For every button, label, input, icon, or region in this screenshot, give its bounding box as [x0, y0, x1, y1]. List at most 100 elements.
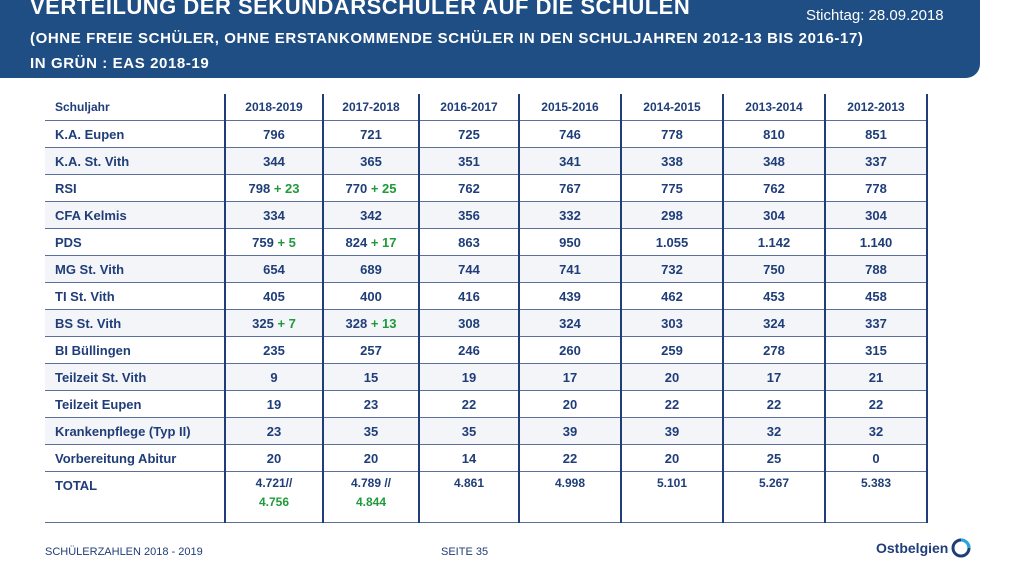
cell-value: 19	[461, 369, 477, 385]
value-cell: 20	[620, 363, 723, 391]
value-cell: 725	[418, 120, 519, 148]
row-label: Krankenpflege (Typ II)	[45, 417, 225, 445]
value-cell: 14	[418, 444, 519, 472]
cell-value: 315	[865, 342, 887, 358]
cell-value: 1.055	[655, 234, 689, 250]
value-cell: 341	[518, 147, 621, 175]
cell-value: 278	[763, 342, 785, 358]
table-row: BI Büllingen 235 257 246 260 259 278 315	[45, 336, 928, 364]
value-cell: 22	[518, 444, 621, 472]
total-row: TOTAL 4.721// 4.756 4.789 // 4.844 4.861 4.998…	[45, 471, 928, 523]
cell-value: 1.140	[859, 234, 893, 250]
total-value-with-eas: 4.844	[355, 495, 387, 509]
value-cell: 325 + 7	[224, 309, 323, 337]
total-value: 4.721//	[255, 476, 293, 490]
cell-value: 23	[363, 396, 379, 412]
cell-value: 416	[458, 288, 480, 304]
row-label: Teilzeit Eupen	[45, 390, 225, 418]
value-cell: 744	[418, 255, 519, 283]
cell-value: 32	[868, 423, 884, 439]
cell-value: 950	[559, 234, 581, 250]
row-label: BI Büllingen	[45, 336, 225, 364]
value-cell: 863	[418, 228, 519, 256]
cell-value: 337	[865, 315, 887, 331]
cell-value: 20	[363, 450, 379, 466]
value-cell: 332	[518, 201, 621, 229]
cell-value: 725	[458, 126, 480, 142]
value-cell: 689	[322, 255, 419, 283]
table-row: Krankenpflege (Typ II) 23 35 35 39 39 32 32	[45, 417, 928, 445]
cell-value: 20	[664, 369, 680, 385]
subtitle-exclusions: (OHNE FREIE SCHÜLER, OHNE ERSTANKOMMENDE…	[30, 30, 864, 47]
row-label: Vorbereitung Abitur	[45, 444, 225, 472]
total-cell: 5.267	[722, 471, 825, 523]
value-cell: 20	[224, 444, 323, 472]
row-label: Teilzeit St. Vith	[45, 363, 225, 391]
total-cell: 4.998	[518, 471, 621, 523]
value-cell: 304	[722, 201, 825, 229]
table-row: Teilzeit St. Vith 9 15 19 17 20 17 21	[45, 363, 928, 391]
value-cell: 462	[620, 282, 723, 310]
value-cell: 796	[224, 120, 323, 148]
header-cell-2016-2017: 2016-2017	[418, 94, 519, 121]
cell-value: 303	[661, 315, 683, 331]
cell-value: 328	[345, 315, 368, 331]
cell-value: 22	[868, 396, 884, 412]
cell-value: 770	[345, 180, 368, 196]
value-cell: 39	[620, 417, 723, 445]
total-cell: 5.101	[620, 471, 723, 523]
cell-value: 39	[664, 423, 680, 439]
value-cell: 17	[518, 363, 621, 391]
cell-value: 796	[263, 126, 285, 142]
value-cell: 824 + 17	[322, 228, 419, 256]
header-cell-2018-2019: 2018-2019	[224, 94, 323, 121]
value-cell: 746	[518, 120, 621, 148]
cell-value: 35	[461, 423, 477, 439]
value-cell: 337	[824, 309, 928, 337]
cell-value: 9	[270, 369, 278, 385]
cell-value: 824	[345, 234, 368, 250]
cell-value: 851	[865, 126, 887, 142]
total-label-cell: TOTAL	[45, 471, 225, 523]
value-cell: 1.055	[620, 228, 723, 256]
cell-value: 338	[661, 153, 683, 169]
cell-value: 405	[263, 288, 285, 304]
cell-value: 23	[266, 423, 282, 439]
value-cell: 762	[418, 174, 519, 202]
value-cell: 324	[518, 309, 621, 337]
cell-value: 810	[763, 126, 785, 142]
value-cell: 235	[224, 336, 323, 364]
cell-value: 22	[766, 396, 782, 412]
row-label: TI St. Vith	[45, 282, 225, 310]
cell-value: 304	[763, 207, 785, 223]
eas-increment: + 23	[273, 180, 300, 196]
cell-value: 788	[865, 261, 887, 277]
cell-value: 298	[661, 207, 683, 223]
value-cell: 259	[620, 336, 723, 364]
value-cell: 750	[722, 255, 825, 283]
value-cell: 35	[322, 417, 419, 445]
value-cell: 778	[824, 174, 928, 202]
page-title: VERTEILUNG DER SEKUNDARSCHÜLER AUF DIE S…	[30, 0, 691, 19]
cell-value: 762	[763, 180, 785, 196]
value-cell: 25	[722, 444, 825, 472]
value-cell: 20	[620, 444, 723, 472]
cell-value: 20	[562, 396, 578, 412]
row-label: BS St. Vith	[45, 309, 225, 337]
value-cell: 22	[824, 390, 928, 418]
cell-value: 22	[461, 396, 477, 412]
value-cell: 278	[722, 336, 825, 364]
cell-value: 356	[458, 207, 480, 223]
value-cell: 246	[418, 336, 519, 364]
value-cell: 439	[518, 282, 621, 310]
cell-value: 308	[458, 315, 480, 331]
header-cell-schuljahr: Schuljahr	[45, 94, 225, 121]
cell-value: 20	[664, 450, 680, 466]
cell-value: 324	[763, 315, 785, 331]
table-row: Vorbereitung Abitur 20 20 14 22 20 25 0	[45, 444, 928, 472]
row-label: MG St. Vith	[45, 255, 225, 283]
ostbelgien-logo: Ostbelgien	[876, 538, 971, 558]
total-cell: 4.789 // 4.844	[322, 471, 419, 523]
cell-value: 798	[248, 180, 271, 196]
value-cell: 851	[824, 120, 928, 148]
